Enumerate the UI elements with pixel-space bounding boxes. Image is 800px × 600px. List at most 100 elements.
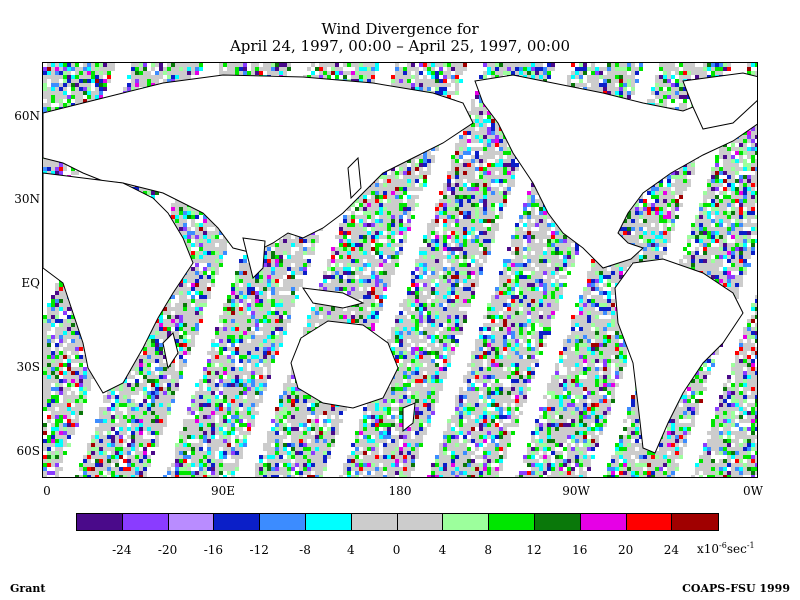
divergence-cell: [531, 195, 535, 199]
divergence-cell: [727, 195, 731, 199]
divergence-cell: [463, 135, 467, 139]
divergence-cell: [235, 63, 239, 67]
divergence-cell: [667, 179, 671, 183]
divergence-cell: [487, 199, 491, 203]
divergence-cell: [447, 199, 451, 203]
divergence-cell: [175, 215, 179, 219]
divergence-cell: [751, 199, 755, 203]
divergence-cell: [491, 215, 495, 219]
divergence-cell: [391, 179, 395, 183]
divergence-cell: [755, 143, 757, 147]
divergence-cell: [171, 215, 175, 219]
divergence-cell: [723, 199, 727, 203]
divergence-cell: [419, 175, 423, 179]
divergence-cell: [487, 171, 491, 175]
divergence-cell: [355, 63, 359, 67]
divergence-cell: [63, 103, 67, 107]
divergence-cell: [639, 195, 643, 199]
divergence-cell: [379, 199, 383, 203]
divergence-cell: [663, 203, 667, 207]
divergence-cell: [83, 79, 87, 83]
divergence-cell: [355, 75, 359, 79]
divergence-cell: [55, 163, 59, 167]
divergence-cell: [415, 175, 419, 179]
divergence-cell: [755, 127, 757, 131]
divergence-cell: [647, 99, 651, 103]
divergence-cell: [651, 215, 655, 219]
divergence-cell: [351, 219, 355, 223]
divergence-cell: [179, 67, 183, 71]
divergence-cell: [703, 211, 707, 215]
divergence-cell: [447, 63, 451, 67]
divergence-cell: [67, 71, 71, 75]
divergence-cell: [659, 179, 663, 183]
divergence-cell: [51, 99, 55, 103]
divergence-cell: [311, 75, 315, 79]
divergence-cell: [451, 175, 455, 179]
divergence-cell: [479, 167, 483, 171]
divergence-cell: [539, 67, 543, 71]
divergence-cell: [731, 159, 735, 163]
divergence-cell: [131, 67, 135, 71]
divergence-cell: [723, 203, 727, 207]
divergence-cell: [711, 67, 715, 71]
divergence-cell: [551, 67, 555, 71]
divergence-cell: [587, 67, 591, 71]
divergence-cell: [55, 75, 59, 79]
divergence-cell: [419, 187, 423, 191]
divergence-cell: [491, 171, 495, 175]
divergence-cell: [655, 211, 659, 215]
divergence-cell: [483, 147, 487, 151]
divergence-cell: [723, 187, 727, 191]
divergence-cell: [75, 71, 79, 75]
divergence-cell: [727, 179, 731, 183]
divergence-cell: [499, 155, 503, 159]
divergence-cell: [403, 211, 407, 215]
divergence-cell: [731, 163, 735, 167]
divergence-cell: [191, 63, 195, 67]
divergence-cell: [483, 107, 487, 111]
divergence-cell: [387, 207, 391, 211]
divergence-cell: [351, 63, 355, 67]
divergence-cell: [543, 71, 547, 75]
divergence-cell: [55, 63, 59, 67]
divergence-cell: [675, 91, 679, 95]
divergence-cell: [483, 75, 487, 79]
divergence-cell: [107, 71, 111, 75]
divergence-cell: [755, 191, 757, 195]
divergence-cell: [687, 167, 691, 171]
divergence-cell: [471, 167, 475, 171]
divergence-cell: [691, 63, 695, 67]
divergence-cell: [387, 219, 391, 223]
divergence-cell: [491, 187, 495, 191]
divergence-cell: [459, 195, 463, 199]
divergence-cell: [455, 167, 459, 171]
divergence-cell: [59, 163, 63, 167]
divergence-cell: [503, 67, 507, 71]
divergence-cell: [367, 211, 371, 215]
divergence-cell: [451, 191, 455, 195]
divergence-cell: [411, 87, 415, 91]
divergence-cell: [155, 75, 159, 79]
divergence-cell: [139, 71, 143, 75]
divergence-cell: [747, 131, 751, 135]
divergence-cell: [447, 183, 451, 187]
divergence-cell: [755, 135, 757, 139]
divergence-cell: [747, 179, 751, 183]
divergence-cell: [431, 79, 435, 83]
divergence-cell: [179, 75, 183, 79]
divergence-cell: [731, 179, 735, 183]
divergence-cell: [443, 83, 447, 87]
divergence-cell: [63, 167, 67, 171]
divergence-cell: [143, 75, 147, 79]
divergence-cell: [327, 63, 331, 67]
divergence-cell: [655, 215, 659, 219]
divergence-cell: [459, 199, 463, 203]
divergence-cell: [387, 175, 391, 179]
divergence-cell: [751, 215, 755, 219]
divergence-cell: [87, 67, 91, 71]
divergence-cell: [483, 199, 487, 203]
divergence-cell: [747, 191, 751, 195]
divergence-cell: [411, 187, 415, 191]
divergence-cell: [383, 219, 387, 223]
